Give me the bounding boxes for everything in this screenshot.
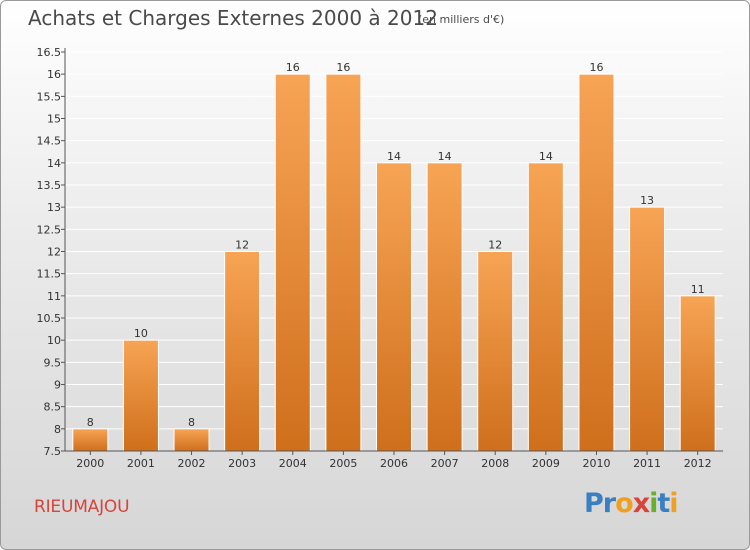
bar-2002 xyxy=(173,428,210,452)
data-label-2007: 14 xyxy=(438,150,452,163)
bar-2001 xyxy=(122,339,159,452)
axes: 7.5 8 8.5 9 9.5 10 10.5 11 11.5 12 12.5 13 13.5 14 14.… xyxy=(37,46,723,470)
commune-name: RIEUMAJOU xyxy=(34,497,130,517)
y-tick-label: 16 xyxy=(47,68,61,81)
bar-2011 xyxy=(629,206,666,452)
bar-2007 xyxy=(426,162,463,452)
x-tick-label: 2004 xyxy=(279,457,307,470)
y-tick-label: 8.5 xyxy=(44,401,62,414)
bar-2012 xyxy=(679,295,716,452)
bar-2006 xyxy=(376,162,412,452)
y-tick-label: 15.5 xyxy=(37,90,62,103)
y-tick-label: 12 xyxy=(47,246,61,259)
data-label-2009: 14 xyxy=(539,150,553,163)
data-label-2008: 12 xyxy=(488,239,502,252)
data-label-2006: 14 xyxy=(387,150,401,163)
y-tick-label: 9.5 xyxy=(44,356,62,369)
x-tick-label: 2007 xyxy=(431,457,459,470)
x-tick-label: 2008 xyxy=(481,457,509,470)
y-tick-label: 8 xyxy=(54,423,61,436)
logo-letter: r xyxy=(602,488,616,519)
x-tick-label: 2002 xyxy=(178,457,206,470)
y-tick-label: 13 xyxy=(47,201,61,214)
logo-letter: t xyxy=(657,488,670,519)
logo-letter: o xyxy=(615,488,634,519)
y-tick-label: 9 xyxy=(54,379,61,392)
x-tick-label: 2012 xyxy=(684,457,712,470)
data-label-2005: 16 xyxy=(336,61,350,74)
y-tick-label: 11.5 xyxy=(37,268,62,281)
bar-2005 xyxy=(325,73,362,452)
y-tick-label: 14 xyxy=(47,157,61,170)
chart-subtitle: (en milliers d'€) xyxy=(418,13,505,26)
bar-2000 xyxy=(72,428,109,452)
logo-letter: i xyxy=(649,488,658,519)
y-tick-label: 11 xyxy=(47,290,61,303)
logo-letter: x xyxy=(632,488,650,519)
y-tick-label: 15 xyxy=(47,113,61,126)
data-label-2003: 12 xyxy=(235,239,249,252)
y-tick-label: 14.5 xyxy=(37,135,62,148)
y-tick-label: 16.5 xyxy=(37,46,62,59)
y-tick-label: 10 xyxy=(47,334,61,347)
logo-letter: P xyxy=(584,488,604,519)
bar-2008 xyxy=(477,251,514,452)
bars: 8 10 8 12 16 16 14 14 12 14 16 13 11 xyxy=(72,61,716,452)
data-label-2011: 13 xyxy=(640,194,654,207)
chart-title: Achats et Charges Externes 2000 à 2012 xyxy=(28,6,438,30)
proxiti-logo: Proxiti xyxy=(584,488,679,519)
x-tick-label: 2000 xyxy=(76,457,104,470)
bar-2003 xyxy=(224,251,261,452)
x-tick-label: 2010 xyxy=(582,457,610,470)
logo-letter: i xyxy=(669,488,678,519)
data-label-2012: 11 xyxy=(691,283,705,296)
bar-2009 xyxy=(527,162,564,452)
x-tick-label: 2005 xyxy=(329,457,357,470)
y-tick-label: 7.5 xyxy=(44,445,62,458)
x-tick-label: 2003 xyxy=(228,457,256,470)
data-label-2001: 10 xyxy=(134,327,148,340)
data-label-2002: 8 xyxy=(188,416,195,429)
bar-2010 xyxy=(578,73,615,452)
x-tick-label: 2011 xyxy=(633,457,661,470)
data-label-2000: 8 xyxy=(87,416,94,429)
x-tick-label: 2001 xyxy=(127,457,155,470)
y-tick-label: 10.5 xyxy=(37,312,62,325)
x-tick-label: 2006 xyxy=(380,457,408,470)
data-label-2010: 16 xyxy=(589,61,603,74)
y-tick-label: 12.5 xyxy=(37,223,62,236)
x-tick-label: 2009 xyxy=(532,457,560,470)
bar-2004 xyxy=(274,73,311,452)
y-tick-label: 13.5 xyxy=(37,179,62,192)
data-label-2004: 16 xyxy=(286,61,300,74)
